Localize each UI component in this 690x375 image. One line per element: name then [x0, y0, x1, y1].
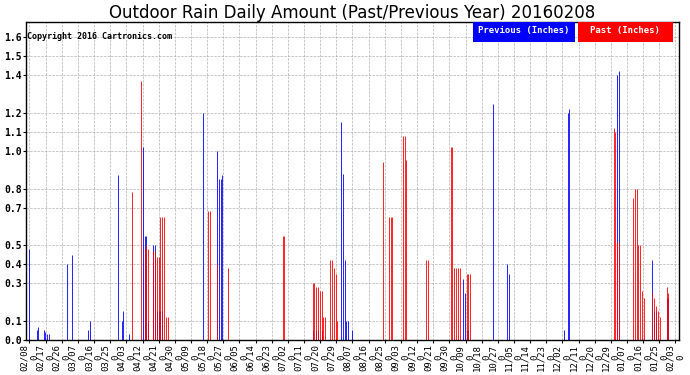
Text: Past (Inches): Past (Inches)	[590, 26, 660, 34]
FancyBboxPatch shape	[578, 18, 673, 42]
Text: Copyright 2016 Cartronics.com: Copyright 2016 Cartronics.com	[28, 32, 172, 41]
Title: Outdoor Rain Daily Amount (Past/Previous Year) 20160208: Outdoor Rain Daily Amount (Past/Previous…	[110, 4, 595, 22]
Text: Previous (Inches): Previous (Inches)	[478, 26, 570, 34]
FancyBboxPatch shape	[473, 18, 575, 42]
